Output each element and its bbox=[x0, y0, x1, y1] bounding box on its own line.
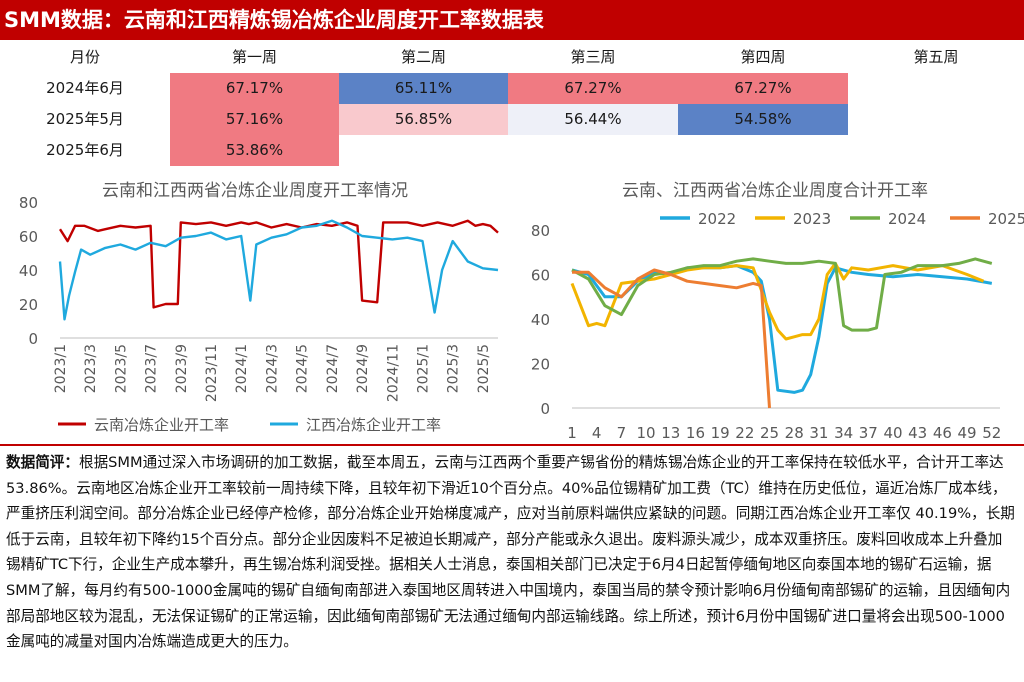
series-line-2022 bbox=[571, 264, 993, 394]
header-week-4: 第四周 bbox=[740, 48, 786, 66]
x-tick-label: 25 bbox=[760, 424, 779, 442]
table-cell: 53.86% bbox=[170, 135, 339, 166]
legend-label: 云南冶炼企业开工率 bbox=[94, 416, 229, 434]
x-tick-label: 2023/11 bbox=[204, 344, 220, 402]
table-header: 月份 第一周 第二周 第三周 第四周 第五周 bbox=[0, 42, 1024, 73]
chart-title: 云南、江西两省冶炼企业周度合计开工率 bbox=[622, 181, 928, 201]
x-tick-label: 2025/1 bbox=[415, 344, 431, 393]
x-tick-label: 19 bbox=[711, 424, 730, 442]
legend-label: 2022 bbox=[698, 210, 736, 228]
table-cell: 54.58% bbox=[678, 104, 848, 135]
header-week-5: 第五周 bbox=[913, 48, 959, 66]
row-month: 2025年5月 bbox=[46, 110, 124, 128]
series-line-2025 bbox=[572, 268, 771, 409]
y-tick-label: 40 bbox=[531, 311, 550, 329]
row-month: 2025年6月 bbox=[46, 141, 124, 159]
x-tick-label: 43 bbox=[908, 424, 927, 442]
table-cell: 56.44% bbox=[508, 104, 678, 135]
chart-right-svg: 云南、江西两省冶炼企业周度合计开工率 0 20 40 60 80 1 4 7 10 13 16 19 22… bbox=[531, 181, 1024, 442]
series-line-yunnan bbox=[58, 219, 499, 309]
x-tick-label: 40 bbox=[883, 424, 902, 442]
x-tick-label: 1 bbox=[567, 424, 577, 442]
table-cell: 56.85% bbox=[339, 104, 508, 135]
y-tick-label: 40 bbox=[19, 262, 38, 280]
table-cell: 67.27% bbox=[508, 73, 678, 104]
chart-left-svg: 云南和江西两省冶炼企业周度开工率情况 0 20 40 60 80 2023/1 2023/3 2… bbox=[19, 181, 499, 434]
x-tick-label: 46 bbox=[933, 424, 952, 442]
x-tick-label: 28 bbox=[785, 424, 804, 442]
table-cell: 67.27% bbox=[678, 73, 848, 104]
table-cell bbox=[508, 135, 678, 166]
y-tick-label: 0 bbox=[540, 400, 550, 418]
page-title: SMM数据：云南和江西精炼锡冶炼企业周度开工率数据表 bbox=[0, 0, 1024, 40]
x-tick-label: 22 bbox=[735, 424, 754, 442]
table-cell bbox=[339, 135, 508, 166]
x-tick-label: 2024/7 bbox=[325, 344, 341, 393]
header-week-3: 第三周 bbox=[570, 48, 616, 66]
x-tick-label: 10 bbox=[637, 424, 656, 442]
x-tick-label: 2023/7 bbox=[144, 344, 160, 393]
table-cell bbox=[678, 135, 848, 166]
x-tick-label: 52 bbox=[982, 424, 1001, 442]
commentary-lead: 数据简评： bbox=[6, 454, 79, 471]
table-row: 2025年5月 57.16% 56.85% 56.44% 54.58% bbox=[0, 104, 1024, 135]
x-tick-label: 4 bbox=[592, 424, 602, 442]
legend-label: 2023 bbox=[793, 210, 831, 228]
x-tick-label: 2024/3 bbox=[264, 344, 280, 393]
header-week-1: 第一周 bbox=[231, 48, 277, 66]
series-line-2024 bbox=[571, 257, 993, 332]
chart-left: 云南和江西两省冶炼企业周度开工率情况 0 20 40 60 80 2023/1 2023/3 2… bbox=[0, 172, 512, 442]
y-tick-label: 60 bbox=[19, 228, 38, 246]
x-tick-label: 2023/9 bbox=[174, 344, 190, 393]
table-cell: 65.11% bbox=[339, 73, 508, 104]
table-cell bbox=[848, 73, 1024, 104]
x-tick-label: 2024/9 bbox=[355, 344, 371, 393]
utilization-table: 月份 第一周 第二周 第三周 第四周 第五周 2024年6月 67.17% 65… bbox=[0, 42, 1024, 170]
header-month: 月份 bbox=[69, 48, 100, 66]
x-tick-label: 2024/5 bbox=[295, 344, 311, 393]
y-tick-label: 60 bbox=[531, 267, 550, 285]
x-tick-label: 2023/5 bbox=[113, 344, 129, 393]
y-tick-label: 80 bbox=[19, 194, 38, 212]
header-week-2: 第二周 bbox=[400, 48, 446, 66]
x-tick-label: 13 bbox=[661, 424, 680, 442]
table-cell bbox=[848, 104, 1024, 135]
x-tick-label: 2023/1 bbox=[53, 344, 69, 393]
table-cell: 67.17% bbox=[170, 73, 339, 104]
x-tick-label: 31 bbox=[809, 424, 828, 442]
y-tick-label: 0 bbox=[28, 330, 38, 348]
y-tick-label: 20 bbox=[19, 296, 38, 314]
chart-right: 云南、江西两省冶炼企业周度合计开工率 0 20 40 60 80 1 4 7 10 13 16 19 22… bbox=[520, 172, 1024, 442]
x-tick-label: 2025/5 bbox=[476, 344, 492, 393]
table-row: 2025年6月 53.86% bbox=[0, 135, 1024, 166]
x-tick-label: 49 bbox=[958, 424, 977, 442]
legend-label: 2025 bbox=[988, 210, 1024, 228]
x-tick-label: 2025/3 bbox=[446, 344, 462, 393]
commentary: 数据简评：根据SMM通过深入市场调研的加工数据，截至本周五，云南与江西两个重要产… bbox=[0, 444, 1024, 682]
legend-label: 江西冶炼企业开工率 bbox=[306, 416, 441, 434]
x-tick-label: 2024/11 bbox=[385, 344, 401, 402]
series-line-jiangxi bbox=[58, 219, 499, 321]
table-row: 2024年6月 67.17% 65.11% 67.27% 67.27% bbox=[0, 73, 1024, 104]
row-month: 2024年6月 bbox=[46, 79, 124, 97]
table-cell bbox=[848, 135, 1024, 166]
x-tick-label: 37 bbox=[859, 424, 878, 442]
x-tick-label: 2023/3 bbox=[83, 344, 99, 393]
x-tick-label: 16 bbox=[686, 424, 705, 442]
table-cell: 57.16% bbox=[170, 104, 339, 135]
x-tick-label: 2024/1 bbox=[234, 344, 250, 393]
y-tick-label: 20 bbox=[531, 356, 550, 374]
legend-label: 2024 bbox=[888, 210, 926, 228]
y-tick-label: 80 bbox=[531, 222, 550, 240]
chart-title: 云南和江西两省冶炼企业周度开工率情况 bbox=[102, 181, 408, 201]
commentary-text: 根据SMM通过深入市场调研的加工数据，截至本周五，云南与江西两个重要产锡省份的精… bbox=[6, 454, 1015, 651]
x-tick-label: 7 bbox=[617, 424, 627, 442]
x-tick-label: 34 bbox=[834, 424, 853, 442]
